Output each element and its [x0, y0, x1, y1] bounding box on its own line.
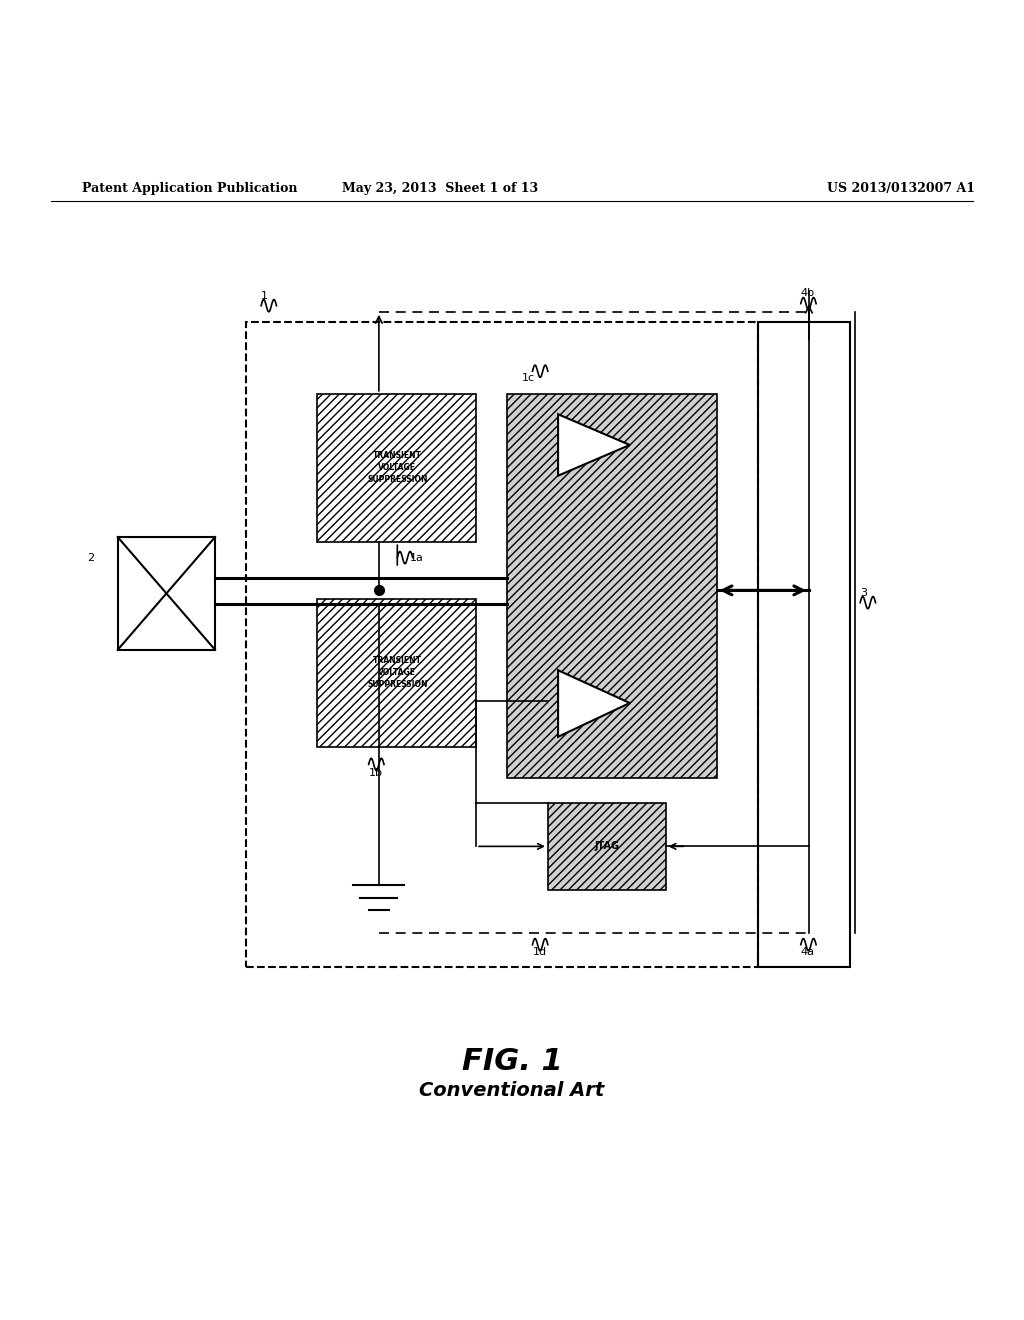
Text: 1: 1 [261, 292, 268, 301]
Text: 2: 2 [87, 553, 94, 562]
Text: 1b: 1b [369, 768, 383, 777]
Text: 4b: 4b [801, 288, 815, 298]
Polygon shape [558, 671, 630, 737]
Text: May 23, 2013  Sheet 1 of 13: May 23, 2013 Sheet 1 of 13 [342, 182, 539, 195]
Bar [548, 804, 666, 891]
Text: TRANSIENT
VOLTAGE
SUPPRESSION: TRANSIENT VOLTAGE SUPPRESSION [367, 451, 428, 484]
Text: 1c: 1c [522, 374, 536, 383]
Text: FIG. 1: FIG. 1 [462, 1047, 562, 1076]
Text: 1d: 1d [532, 946, 547, 957]
Bar [317, 598, 476, 747]
Text: JTAG: JTAG [595, 841, 620, 851]
Text: TRANSIENT
VOLTAGE
SUPPRESSION: TRANSIENT VOLTAGE SUPPRESSION [367, 656, 428, 689]
Text: 1a: 1a [410, 553, 424, 562]
Bar [507, 393, 717, 777]
Bar [317, 393, 476, 543]
Text: 3: 3 [860, 589, 867, 598]
Text: 4a: 4a [801, 946, 815, 957]
Text: Patent Application Publication: Patent Application Publication [82, 182, 297, 195]
Polygon shape [558, 414, 630, 475]
Text: US 2013/0132007 A1: US 2013/0132007 A1 [827, 182, 975, 195]
Bar [118, 537, 215, 649]
Text: Conventional Art: Conventional Art [420, 1081, 604, 1100]
